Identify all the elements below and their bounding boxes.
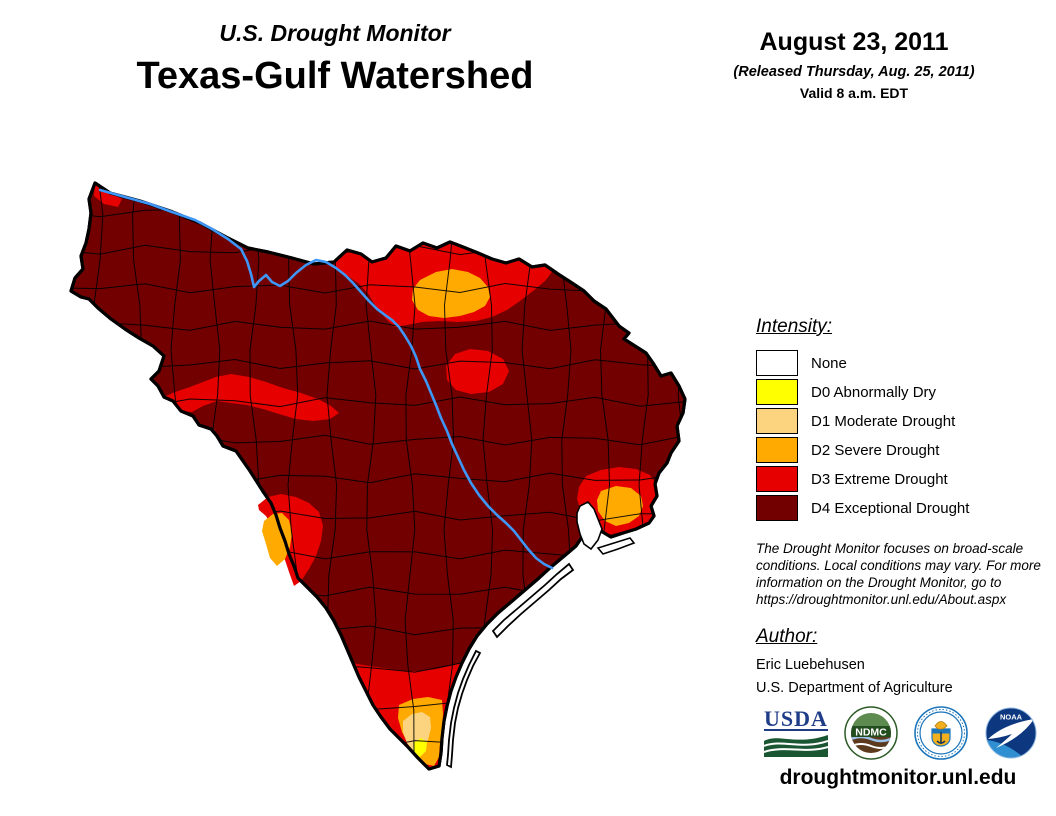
matagorda-barrier-island: [491, 562, 575, 639]
usda-logo-text: USDA: [764, 706, 828, 731]
d0-region-south-tip: [414, 738, 427, 757]
ndmc-logo: NDMC: [844, 706, 898, 760]
d2-region-north: [412, 269, 490, 318]
usda-logo: USDA: [764, 706, 828, 757]
watershed-outline: [69, 181, 687, 771]
ndmc-logo-text: NDMC: [855, 727, 887, 739]
released-date: (Released Thursday, Aug. 25, 2011): [733, 64, 975, 80]
swatch-d4: [756, 495, 798, 521]
author-block: Author: Eric Luebehusen U.S. Department …: [756, 626, 953, 696]
author-title: Author:: [756, 626, 818, 647]
title-block: U.S. Drought Monitor Texas-Gulf Watershe…: [110, 20, 560, 98]
map-date: August 23, 2011: [759, 28, 949, 56]
legend-row-none: None: [756, 350, 969, 376]
legend-row-d2: D2 Severe Drought: [756, 437, 969, 463]
legend-label: D1 Moderate Drought: [811, 412, 956, 430]
disclaimer-about-link[interactable]: https://droughtmonitor.unl.edu/About.asp…: [756, 592, 1007, 607]
commerce-seal-logo: [914, 706, 968, 760]
usda-field-graphic: [764, 735, 828, 757]
disclaimer-text: The Drought Monitor focuses on broad-sca…: [756, 540, 1056, 608]
legend-title: Intensity:: [756, 316, 833, 337]
disclaimer-line: The Drought Monitor focuses on broad-sca…: [756, 541, 1024, 556]
swatch-none: [756, 350, 798, 376]
legend-label: D4 Exceptional Drought: [811, 499, 970, 517]
swatch-d2: [756, 437, 798, 463]
legend-label: D0 Abnormally Dry: [811, 383, 937, 401]
galveston-bay: [576, 501, 603, 551]
legend-row-d4: D4 Exceptional Drought: [756, 495, 969, 521]
noaa-logo-text: NOAA: [1000, 713, 1023, 722]
legend-row-d1: D1 Moderate Drought: [756, 408, 969, 434]
galveston-island: [596, 537, 636, 555]
valid-time: Valid 8 a.m. EDT: [799, 85, 909, 101]
program-title: U.S. Drought Monitor: [219, 20, 451, 46]
legend-label: D2 Severe Drought: [811, 441, 940, 459]
disclaimer-line: conditions. Local conditions may vary. F…: [756, 558, 1041, 573]
date-block: August 23, 2011 (Released Thursday, Aug.…: [716, 28, 992, 101]
padre-barrier-island: [446, 649, 482, 769]
swatch-d0: [756, 379, 798, 405]
d2-region-west-edge: [262, 513, 292, 566]
legend-label: D3 Extreme Drought: [811, 470, 948, 488]
noaa-logo: NOAA: [985, 707, 1037, 759]
river-line: [98, 188, 554, 570]
author-org: U.S. Department of Agriculture: [756, 680, 953, 696]
legend-row-d3: D3 Extreme Drought: [756, 466, 969, 492]
d3-region-center-oval: [446, 349, 509, 394]
swatch-d1: [756, 408, 798, 434]
page-title: Texas-Gulf Watershed: [136, 55, 534, 97]
d2-regions: [262, 269, 643, 766]
author-name: Eric Luebehusen: [756, 657, 865, 673]
disclaimer-line: information on the Drought Monitor, go t…: [756, 575, 1002, 590]
legend-row-d0: D0 Abnormally Dry: [756, 379, 969, 405]
d3-region-west-wing: [164, 374, 339, 421]
swatch-d3: [756, 466, 798, 492]
legend-label: None: [811, 354, 847, 372]
agency-logos: USDA NDMC: [764, 706, 1038, 760]
intensity-legend: Intensity: None D0 Abnormally Dry D1 Mod…: [756, 316, 969, 524]
site-url-link[interactable]: droughtmonitor.unl.edu: [779, 766, 1017, 789]
